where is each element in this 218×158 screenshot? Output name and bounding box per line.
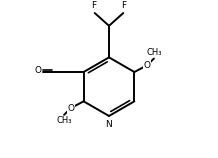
Text: F: F [121, 1, 127, 10]
Text: O: O [34, 66, 42, 75]
Text: N: N [106, 120, 112, 129]
Text: CH₃: CH₃ [146, 48, 162, 57]
Text: O: O [67, 104, 74, 113]
Text: F: F [91, 1, 97, 10]
Text: CH₃: CH₃ [56, 116, 72, 125]
Text: O: O [144, 61, 151, 70]
